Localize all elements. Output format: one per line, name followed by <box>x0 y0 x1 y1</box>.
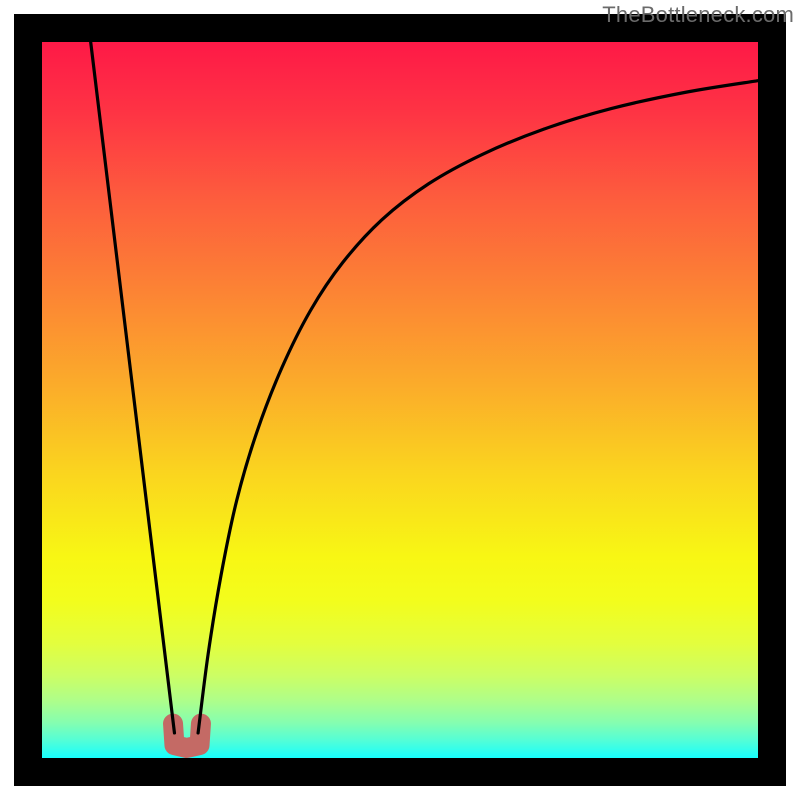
chart-container: TheBottleneck.com <box>0 0 800 800</box>
plot-background <box>42 42 758 758</box>
chart-svg <box>0 0 800 800</box>
watermark-text: TheBottleneck.com <box>602 2 794 28</box>
